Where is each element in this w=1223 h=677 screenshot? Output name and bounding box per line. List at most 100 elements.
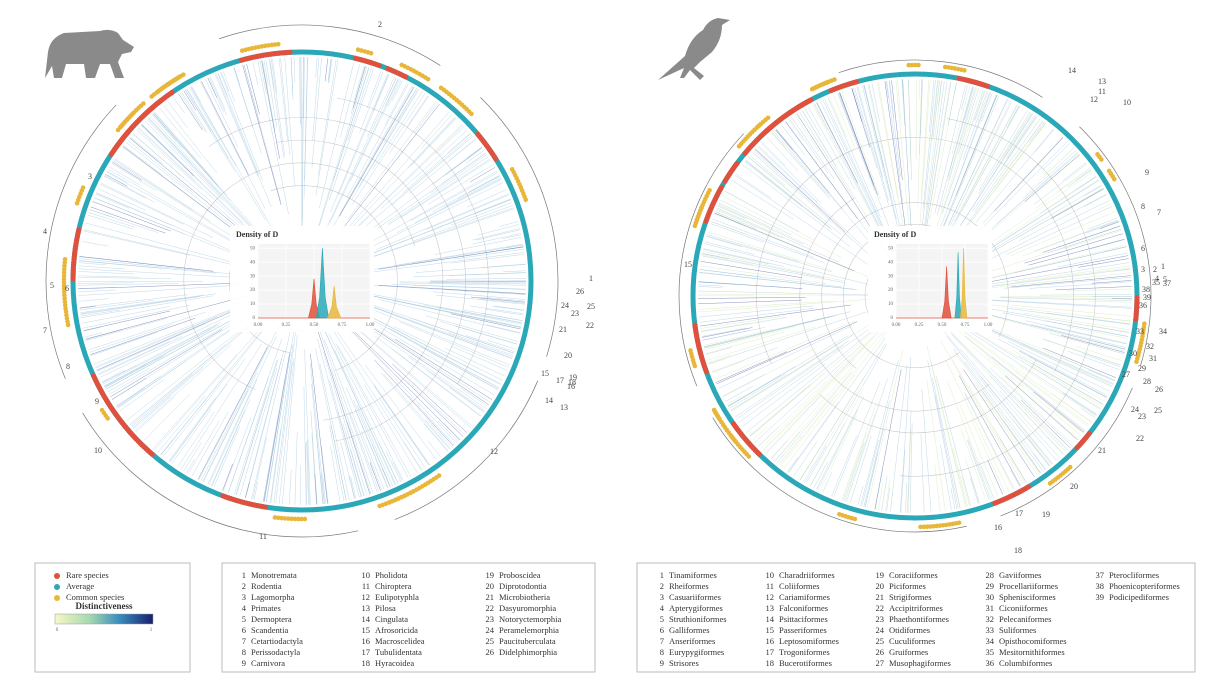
tree-branch — [414, 178, 502, 224]
tree-branch — [698, 284, 725, 287]
tree-branch — [947, 82, 957, 126]
tree-branch — [961, 476, 970, 507]
tree-branch — [278, 58, 288, 141]
tree-branch — [400, 282, 526, 286]
tree-branch — [711, 221, 825, 264]
tree-branch — [365, 207, 514, 260]
tree-branch — [423, 304, 522, 325]
tree-branch — [703, 248, 784, 267]
y-tick-label: 50 — [888, 246, 894, 251]
tree-branch — [399, 281, 526, 284]
tree-arc — [270, 185, 398, 372]
tree-branch — [364, 199, 511, 258]
tree-branch — [88, 212, 135, 228]
tree-branch — [304, 57, 309, 180]
tree-branch — [349, 411, 379, 492]
tree-branch — [996, 152, 1078, 224]
tree-branch — [1090, 239, 1125, 250]
tree-branch — [791, 117, 835, 180]
clade-number: 21 — [1098, 446, 1106, 455]
tree-branch — [983, 179, 1099, 253]
clade-number: 3 — [1141, 265, 1145, 274]
tree-branch — [469, 167, 496, 183]
tree-branch — [82, 305, 190, 329]
tree-branch — [141, 124, 202, 184]
tree-branch — [948, 99, 1008, 225]
rare-dot — [1074, 445, 1080, 451]
order-name: Macroscelidea — [375, 636, 425, 646]
order-name: Cuculiformes — [889, 636, 935, 646]
tree-branch — [1000, 297, 1132, 301]
tree-branch — [103, 175, 146, 199]
clade-number: 1 — [1161, 262, 1165, 271]
tree-branch — [346, 83, 409, 199]
tree-branch — [480, 296, 526, 302]
tree-branch — [381, 129, 468, 209]
order-number: 31 — [986, 603, 995, 613]
tree-branch — [701, 327, 753, 338]
tree-branch — [722, 195, 842, 259]
clade-number: 26 — [1155, 385, 1163, 394]
tree-branch — [319, 62, 354, 209]
tree-branch — [757, 146, 862, 246]
tree-branch — [1022, 220, 1119, 257]
tree-branch — [940, 444, 952, 510]
order-name: Phaethontiformes — [889, 614, 949, 624]
common-dot — [295, 516, 301, 522]
tree-branch — [375, 310, 510, 366]
tree-branch — [304, 348, 311, 505]
tree-branch — [1045, 325, 1127, 345]
tree-branch — [975, 128, 1054, 223]
tree-branch — [956, 113, 1034, 232]
tree-branch — [108, 310, 251, 395]
tree-branch — [354, 290, 523, 323]
tree-branch — [901, 79, 906, 127]
order-number: 22 — [876, 603, 885, 613]
tree-branch — [101, 369, 125, 382]
tree-branch — [310, 353, 328, 504]
clade-number: 32 — [1146, 342, 1154, 351]
tree-branch — [860, 360, 899, 507]
tree-branch — [1003, 112, 1032, 157]
tree-branch — [954, 325, 1090, 426]
tree-branch — [1067, 169, 1092, 188]
tree-branch — [973, 311, 1125, 352]
tree-branch — [749, 384, 811, 437]
tree-branch — [841, 91, 881, 199]
tree-branch — [278, 358, 295, 504]
clade-number: 3 — [88, 172, 92, 181]
order-number: 13 — [766, 603, 775, 613]
tree-branch — [352, 66, 366, 109]
tree-branch — [752, 426, 769, 441]
tree-branch — [698, 299, 871, 313]
tree-branch — [465, 335, 515, 352]
tree-branch — [413, 205, 513, 242]
tree-branch — [702, 253, 728, 260]
clade-number: 9 — [95, 397, 99, 406]
tree-branch — [947, 86, 974, 177]
tree-branch — [1004, 375, 1078, 441]
order-name: Strigiformes — [889, 592, 932, 602]
tree-branch — [347, 67, 372, 141]
tree-branch — [116, 329, 230, 407]
common-dot — [765, 115, 771, 121]
tree-branch — [718, 203, 772, 229]
clade-number: 9 — [1145, 168, 1149, 177]
tree-branch — [961, 85, 968, 110]
tree-branch — [748, 156, 842, 235]
tree-branch — [1042, 143, 1070, 170]
tree-branch — [355, 409, 388, 489]
tree-branch — [78, 282, 135, 284]
tree-branch — [369, 462, 381, 491]
tree-branch — [701, 327, 747, 337]
common-dot — [62, 256, 68, 262]
common-dot — [832, 77, 837, 82]
tree-branch — [426, 370, 485, 412]
tree-branch — [984, 120, 1043, 201]
tree-branch — [948, 87, 976, 182]
order-name: Cetartiodactyla — [251, 636, 303, 646]
tree-branch — [700, 315, 785, 329]
tree-branch — [318, 59, 337, 176]
tree-branch — [708, 358, 725, 365]
tree-branch — [895, 79, 911, 245]
